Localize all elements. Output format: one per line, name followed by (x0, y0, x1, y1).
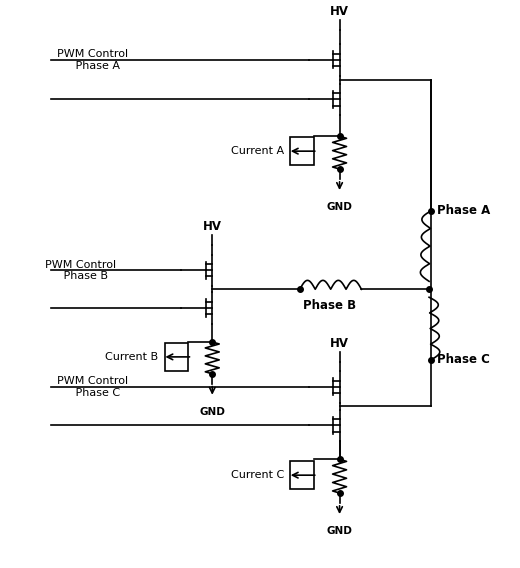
Text: Current A: Current A (231, 146, 284, 156)
Text: HV: HV (330, 337, 349, 350)
Text: GND: GND (327, 202, 353, 212)
Text: HV: HV (330, 5, 349, 18)
Text: Phase C: Phase C (437, 353, 490, 366)
Text: PWM Control
   Phase B: PWM Control Phase B (45, 260, 116, 281)
Bar (164, 343, 188, 371)
Text: GND: GND (199, 407, 225, 416)
Text: PWM Control
   Phase A: PWM Control Phase A (57, 49, 128, 70)
Text: Current B: Current B (106, 352, 159, 362)
Bar (290, 461, 314, 489)
Text: Current C: Current C (231, 470, 284, 480)
Text: GND: GND (327, 526, 353, 536)
Text: PWM Control
   Phase C: PWM Control Phase C (57, 376, 128, 398)
Text: Phase A: Phase A (437, 204, 490, 218)
Bar (290, 137, 314, 165)
Text: HV: HV (203, 220, 222, 233)
Text: Phase B: Phase B (303, 299, 356, 312)
